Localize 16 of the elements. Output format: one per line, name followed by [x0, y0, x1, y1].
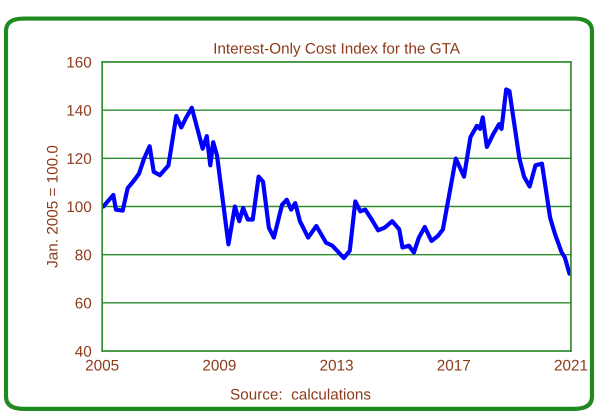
- source-note: Source: calculations: [230, 388, 370, 400]
- y-tick-label: 140: [67, 105, 92, 116]
- y-tick-label: 40: [75, 346, 92, 357]
- x-tick-label: 2005: [86, 360, 119, 371]
- line-series: [102, 87, 571, 276]
- x-tick-label: 2009: [203, 360, 236, 371]
- y-tick-label: 80: [75, 250, 92, 260]
- y-tick-label: 120: [67, 153, 92, 164]
- x-tick-label: 2013: [320, 360, 353, 371]
- y-tick-label: 60: [76, 298, 92, 309]
- chart-title: Interest-Only Cost Index for the GTA: [214, 42, 460, 57]
- x-tick-label: 2021: [554, 360, 588, 371]
- y-tick-label: 100: [67, 201, 92, 212]
- y-axis-title: Jan. 2005 = 100.0: [46, 146, 58, 268]
- x-tick-label: 2017: [438, 360, 470, 371]
- y-tick-label: 160: [67, 56, 92, 68]
